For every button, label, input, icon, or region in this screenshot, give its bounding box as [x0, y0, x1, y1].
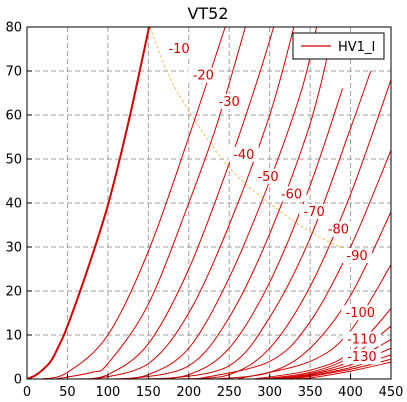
curve-label-bg-8: [342, 248, 373, 263]
curve-label-bg-4: [253, 168, 284, 184]
x-tick-label-9: 450: [379, 385, 404, 400]
series-line-10: [196, 150, 391, 379]
curve-labels: -10 -20 -30 -40-50-60-70-80 -90 -100 -110 -130: [164, 41, 381, 365]
legend: HV1_I: [292, 32, 385, 60]
x-tick-label-7: 350: [298, 385, 323, 400]
series-line-2: [55, 27, 246, 379]
series-line-3: [75, 27, 275, 379]
series-line-12: [237, 264, 391, 379]
curve-label-11: -130: [347, 350, 377, 365]
series-line-8: [164, 70, 372, 379]
curve-label-bg-0: [164, 41, 195, 57]
x-axis-ticks: 0 50 100 150 200 250 300 350 400 450: [23, 374, 404, 400]
curve-label-bg-9: [341, 305, 380, 321]
curve-label-3: -40: [233, 148, 254, 163]
curve-label-bg-5: [276, 186, 307, 202]
x-tick-label-5: 250: [217, 385, 242, 400]
series-line-5: [111, 27, 318, 379]
series-line-4: [95, 27, 295, 379]
x-tick-label-8: 400: [338, 385, 363, 400]
y-tick-label-4: 40: [5, 197, 22, 212]
y-tick-label-2: 20: [5, 285, 22, 300]
curve-label-6: -70: [304, 205, 325, 220]
dissipation-curve: [149, 27, 372, 261]
curve-label-4: -50: [257, 170, 278, 185]
y-tick-label-1: 10: [5, 329, 22, 344]
series-line-6: [127, 35, 333, 379]
legend-label: HV1_I: [338, 40, 375, 55]
curve-label-8: -90: [346, 249, 367, 264]
curve-label-2: -30: [219, 95, 240, 110]
curve-label-7: -80: [328, 223, 349, 238]
curve-label-9: -100: [346, 306, 376, 321]
curve-label-bg-11: [342, 349, 381, 365]
curve-label-bg-7: [323, 221, 354, 237]
x-tick-label-0: 0: [23, 385, 31, 400]
curve-label-bg-6: [299, 204, 330, 219]
y-tick-label-8: 80: [5, 21, 22, 36]
x-tick-label-6: 300: [257, 385, 282, 400]
series-line-13: [253, 308, 391, 379]
x-tick-label-2: 100: [95, 385, 120, 400]
curve-label-1: -20: [193, 69, 214, 84]
y-axis-ticks: 0 10 20 30 40 50 60 70 80: [5, 21, 32, 388]
dissipation-line: [149, 27, 372, 261]
x-tick-label-1: 50: [59, 385, 76, 400]
curve-label-0: -10: [168, 42, 189, 57]
curve-label-bg-3: [228, 146, 259, 162]
y-tick-label-5: 50: [5, 153, 22, 168]
series-line-1: [41, 27, 226, 379]
y-tick-label-3: 30: [5, 241, 22, 256]
series-line-19: [301, 361, 391, 379]
y-tick-label-6: 60: [5, 109, 22, 124]
curve-label-bg-10: [342, 331, 381, 347]
x-tick-label-4: 200: [176, 385, 201, 400]
curve-label-bg-2: [214, 94, 245, 109]
curve-label-10: -110: [347, 333, 377, 348]
curve-label-bg-1: [188, 67, 219, 83]
x-tick-label-3: 150: [136, 385, 161, 400]
series-line-0: [27, 27, 151, 379]
chart-title: VT52: [187, 4, 228, 23]
curve-label-5: -60: [281, 187, 302, 202]
y-tick-label-7: 70: [5, 65, 22, 80]
y-tick-label-0: 0: [14, 373, 22, 388]
